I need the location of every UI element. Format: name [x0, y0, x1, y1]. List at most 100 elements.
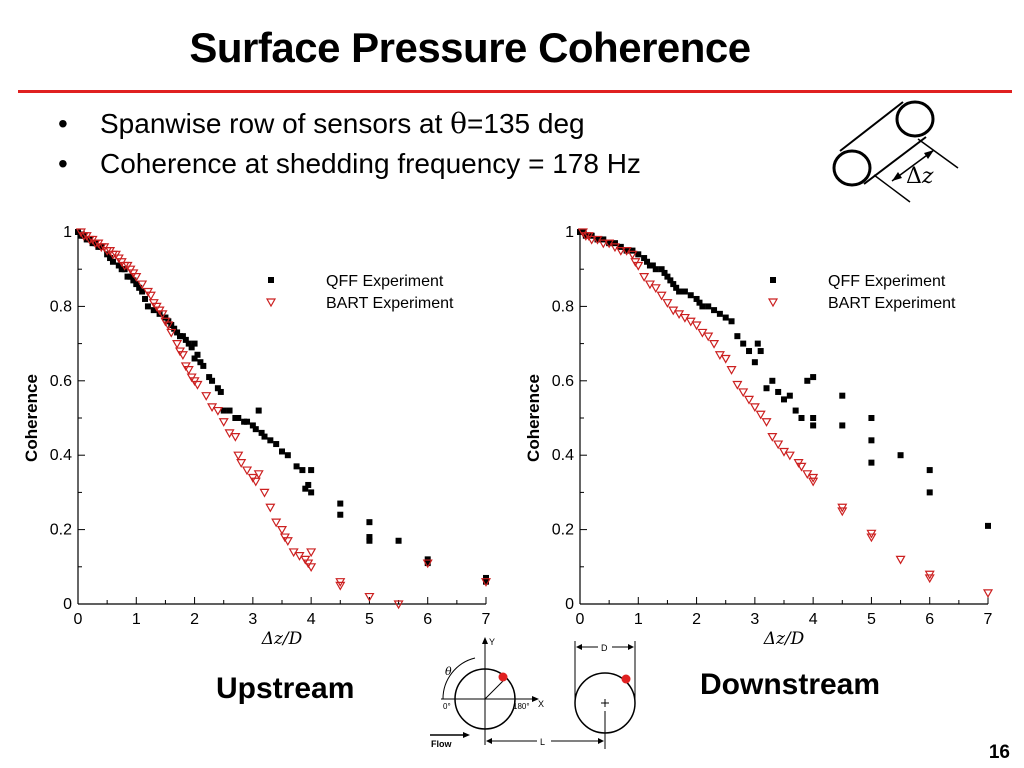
qff-data-point	[716, 310, 723, 317]
qff-data-point	[781, 396, 787, 403]
qff-data-point	[623, 247, 630, 254]
qff-data-point	[220, 407, 227, 414]
bart-data-point	[837, 507, 848, 517]
qff-data-point	[162, 314, 169, 321]
qff-data-point	[130, 277, 137, 284]
cylinder-far-end	[895, 100, 935, 138]
qff-data-point	[985, 522, 991, 529]
bullet-text: Coherence at shedding frequency = 178 Hz	[100, 148, 641, 179]
zero-degree-label: 0°	[443, 702, 451, 711]
legend-marker-bart	[767, 298, 779, 308]
bart-data-point	[306, 548, 317, 558]
qff-data-point	[629, 247, 636, 254]
dim-arrowhead	[924, 150, 934, 159]
qff-data-point	[757, 348, 764, 355]
qff-data-point	[810, 422, 817, 429]
y-tick-label: 0.2	[50, 522, 72, 539]
bart-data-point	[236, 459, 247, 468]
y-tick-label: 1	[63, 224, 72, 241]
y-axis-label: Y	[489, 637, 495, 647]
qff-data-point	[150, 307, 157, 314]
x-axis-label: Δz/D	[261, 629, 303, 649]
theta-symbol: θ	[450, 107, 468, 140]
qff-data-point	[769, 377, 776, 384]
bart-data-point	[233, 451, 244, 461]
qff-data-point	[139, 288, 146, 295]
bart-data-point	[709, 339, 720, 349]
qff-data-point	[305, 481, 312, 488]
bart-data-point	[761, 418, 772, 427]
x-tick-label: 7	[984, 611, 993, 628]
qff-data-point	[673, 284, 680, 291]
bart-data-point	[650, 284, 661, 294]
qff-data-point	[107, 255, 114, 262]
qff-data-point	[658, 266, 665, 273]
delta-z-label: Δz	[906, 164, 934, 189]
qff-data-point	[206, 374, 213, 381]
qff-data-point	[649, 262, 656, 269]
x-tick-label: 0	[74, 611, 83, 628]
qff-data-point	[810, 415, 817, 421]
l-arrowhead	[598, 738, 604, 744]
qff-data-point	[252, 426, 259, 433]
x-tick-label: 1	[634, 611, 643, 628]
downstream-coherence-chart: 0 1 2 3 4 5 6 7 0 0.2 0.4 0.6 0.8 1 Δz/D Coherence QFF E…	[524, 224, 994, 649]
sensor-radius-line	[484, 677, 507, 700]
qff-data-point	[133, 281, 140, 288]
qff-data-point	[926, 467, 933, 474]
slide-title: Surface Pressure Coherence	[189, 24, 751, 71]
qff-data-point	[617, 243, 624, 250]
bart-data-point	[137, 280, 148, 290]
qff-data-point	[302, 485, 309, 492]
qff-data-point	[711, 307, 718, 314]
qff-data-point	[214, 385, 221, 392]
bart-data-point	[253, 470, 264, 480]
qff-data-point	[299, 467, 306, 474]
x-axis-label: Δz/D	[763, 629, 805, 649]
legend-label: QFF Experiment	[326, 273, 444, 290]
bart-data-point	[422, 559, 433, 569]
bart-data-point	[183, 366, 194, 375]
flow-label: Flow	[431, 739, 452, 749]
theta-label: θ	[445, 665, 452, 678]
qff-data-point	[200, 362, 207, 369]
qff-data-point	[635, 251, 642, 258]
upstream-coherence-chart: 0 1 2 3 4 5 6 7 0 0.2 0.4 0.6 0.8 1 Δz/D Coherence QFF E…	[22, 224, 492, 649]
qff-data-point	[191, 340, 198, 347]
qff-data-point	[786, 392, 793, 399]
qff-data-point	[188, 344, 195, 351]
qff-data-point	[868, 415, 875, 421]
bart-data-point	[364, 592, 375, 602]
qff-data-point	[395, 537, 402, 544]
qff-data-point	[839, 392, 846, 399]
qff-data-point	[142, 295, 149, 302]
bart-data-point	[282, 537, 293, 546]
sensor-geometry-diagram: Y X θ 0° 180° Flow D L	[430, 637, 636, 749]
bart-data-point	[145, 291, 156, 301]
qff-data-point	[258, 429, 265, 436]
d-arrowhead	[628, 644, 634, 650]
x-tick-label: 6	[925, 611, 934, 628]
bullet-marker: •	[58, 148, 68, 179]
bart-data-point	[627, 250, 638, 260]
legend-marker-qff	[770, 277, 776, 283]
bart-data-point	[796, 462, 807, 472]
dim-extension-line	[917, 138, 959, 169]
theta-arc	[442, 657, 476, 700]
bart-data-point	[586, 235, 597, 245]
dim-arrowhead	[892, 172, 902, 181]
qff-data-point	[284, 452, 291, 459]
qff-data-point	[182, 336, 189, 343]
bart-data-point	[749, 403, 760, 413]
qff-data-point	[926, 489, 933, 496]
bart-data-point	[131, 273, 142, 282]
bart-data-point	[335, 581, 346, 591]
bart-data-point	[276, 526, 288, 535]
qff-data-point	[664, 273, 671, 280]
bart-data-point	[773, 440, 784, 450]
qff-data-point	[754, 340, 761, 347]
qff-data-point	[734, 333, 741, 340]
qff-data-point	[775, 388, 782, 395]
bart-data-point	[866, 533, 877, 543]
bart-data-point	[767, 433, 778, 442]
